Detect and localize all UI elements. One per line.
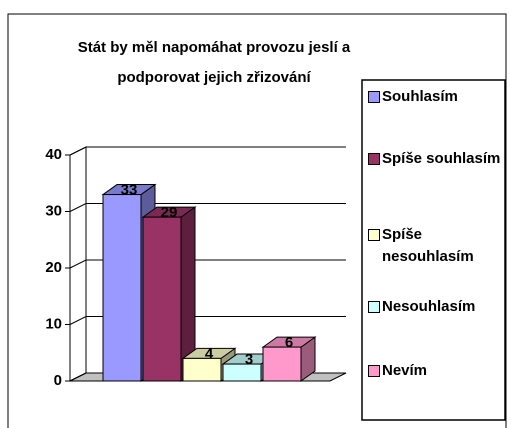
legend-label: Souhlasím: [382, 88, 458, 105]
y-tick-label: 20: [45, 259, 62, 276]
legend-swatch: [368, 153, 380, 165]
bar: [222, 363, 262, 382]
legend-box: [361, 79, 506, 421]
y-tick-label: 30: [45, 202, 62, 219]
legend-label: Spíše souhlasím: [382, 150, 501, 167]
grid-line: [69, 316, 346, 325]
value-label: 3: [245, 351, 253, 368]
grid-line: [69, 259, 346, 269]
y-tick-label: 10: [45, 315, 62, 332]
legend-label: Nevím: [382, 362, 428, 379]
legend-label: Spíše nesouhlasím: [382, 226, 474, 265]
grid-line: [69, 146, 346, 156]
value-label: 6: [285, 334, 293, 351]
value-label: 4: [205, 345, 214, 362]
value-label: 33: [121, 182, 138, 199]
bar: [102, 194, 142, 382]
chart-title: podporovat jejich zřizování: [117, 69, 311, 86]
grid-line: [69, 203, 346, 212]
bar: [142, 216, 182, 382]
y-tick-label: 0: [54, 372, 62, 389]
chart-title: Stát by měl napomáhat provozu jeslí a: [78, 39, 351, 56]
legend-label: Nesouhlasím: [382, 298, 476, 315]
value-label: 29: [161, 204, 178, 221]
legend-swatch: [368, 229, 380, 241]
chart-frame: [7, 13, 507, 428]
y-tick-label: 40: [45, 146, 62, 163]
legend-swatch: [368, 91, 380, 103]
legend-swatch: [368, 301, 380, 313]
legend-swatch: [368, 365, 380, 377]
bar: [262, 346, 302, 382]
bar: [182, 357, 222, 382]
